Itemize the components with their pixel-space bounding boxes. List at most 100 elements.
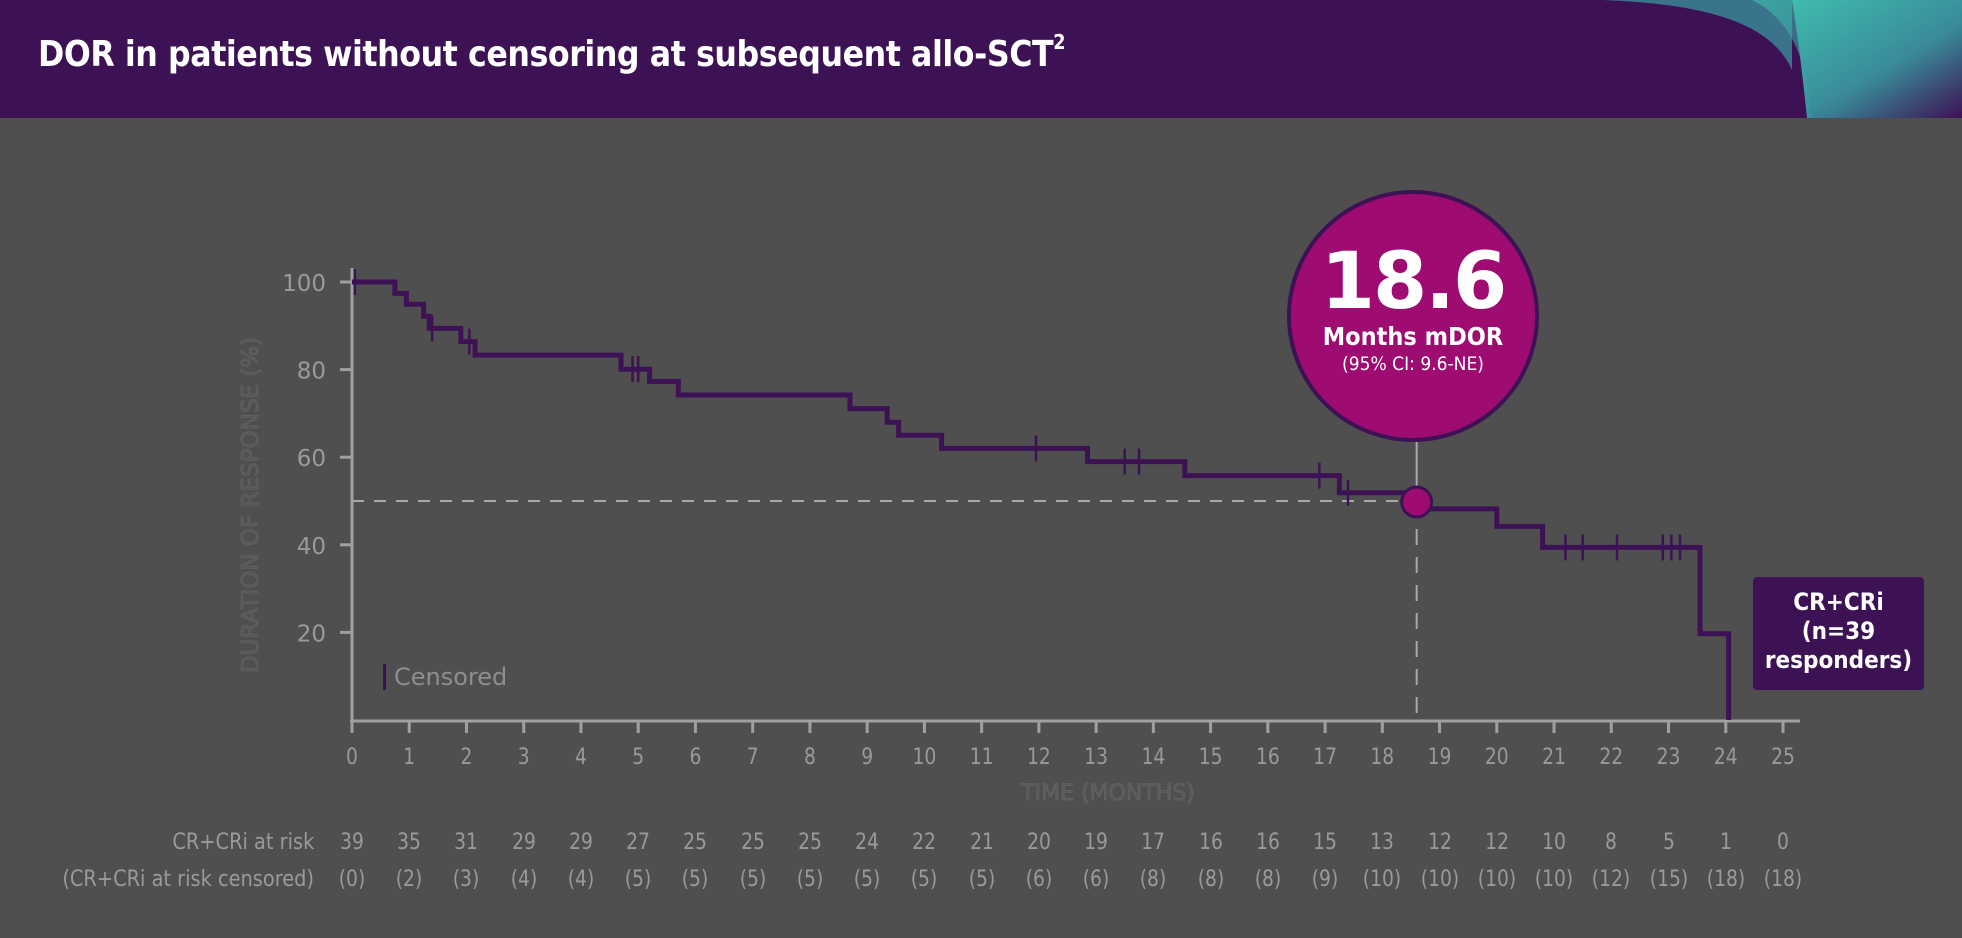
x-tick-label: 25 <box>1771 744 1795 770</box>
risk-row-label: CR+CRi at risk <box>172 830 314 855</box>
risk-cell: (5) <box>911 867 938 892</box>
title-text: DOR in patients without censoring at sub… <box>38 34 1054 75</box>
x-tick-label: 9 <box>861 744 873 770</box>
x-tick-label: 4 <box>575 744 587 770</box>
risk-cell: (12) <box>1592 867 1631 892</box>
x-tick-label: 15 <box>1199 744 1223 770</box>
censored-tick-icon <box>383 664 386 690</box>
risk-cell: (18) <box>1763 867 1803 892</box>
header-bar: DOR in patients without censoring at sub… <box>0 0 1962 118</box>
risk-cell: 0 <box>1777 830 1789 855</box>
y-tick-label: 20 <box>297 621 326 647</box>
x-tick-label: 8 <box>804 744 816 770</box>
x-tick-label: 14 <box>1141 744 1165 770</box>
x-tick-label: 2 <box>461 744 473 770</box>
risk-cell: 16 <box>1198 830 1223 855</box>
risk-cell: (0) <box>338 867 366 892</box>
y-tick-label: 100 <box>282 271 326 297</box>
median-ci: (95% CI: 9.6-NE) <box>1342 353 1484 375</box>
risk-cell: (15) <box>1649 867 1688 892</box>
legend-label: Censored <box>394 663 508 691</box>
x-tick-label: 24 <box>1714 744 1738 770</box>
median-marker-icon <box>1400 485 1434 519</box>
x-tick-label: 16 <box>1256 744 1280 770</box>
y-tick-label: 80 <box>297 359 326 385</box>
x-tick-label: 0 <box>346 744 358 770</box>
x-tick-label: 12 <box>1027 744 1051 770</box>
risk-cell: 20 <box>1026 830 1051 855</box>
risk-cell: 35 <box>397 830 422 855</box>
risk-cell: 25 <box>798 830 822 855</box>
risk-cell: 25 <box>683 830 708 855</box>
risk-cell: 25 <box>740 830 765 855</box>
group-n: (n=39 <box>1801 617 1876 645</box>
risk-cell: (10) <box>1534 867 1574 892</box>
risk-cell: (10) <box>1477 867 1516 892</box>
title-superscript: 2 <box>1053 30 1066 54</box>
y-axis-label: DURATION OF RESPONSE (%) <box>238 337 264 673</box>
risk-cell: (5) <box>739 867 766 892</box>
x-tick-label: 18 <box>1370 744 1394 770</box>
risk-cell: (5) <box>853 867 881 892</box>
x-tick-label: 1 <box>403 744 415 770</box>
risk-cell: (5) <box>968 867 995 892</box>
risk-cell: 13 <box>1370 830 1395 855</box>
risk-cell: 5 <box>1662 830 1675 855</box>
median-label: Months mDOR <box>1322 322 1504 351</box>
x-tick-label: 17 <box>1313 744 1337 770</box>
risk-cell: (18) <box>1706 867 1745 892</box>
risk-cell: 19 <box>1084 830 1109 855</box>
risk-cell: (5) <box>624 867 652 892</box>
risk-cell: (10) <box>1420 867 1459 892</box>
risk-cell: 12 <box>1484 830 1509 855</box>
x-tick-label: 13 <box>1084 744 1108 770</box>
risk-cell: 12 <box>1427 830 1452 855</box>
x-tick-label: 23 <box>1657 744 1681 770</box>
risk-row-label: (CR+CRi at risk censored) <box>62 867 314 892</box>
risk-cell: (10) <box>1363 867 1402 892</box>
x-tick-label: 7 <box>747 744 759 770</box>
x-tick-label: 11 <box>970 744 994 770</box>
risk-cell: (6) <box>1025 867 1053 892</box>
y-tick-label: 60 <box>297 446 326 472</box>
risk-cell: (4) <box>567 867 595 892</box>
km-curve <box>352 279 1732 720</box>
y-tick-label: 40 <box>297 534 326 560</box>
group-name: CR+CRi <box>1793 588 1884 616</box>
risk-cell: 21 <box>969 830 994 855</box>
risk-cell: 10 <box>1542 830 1566 855</box>
group-responders: responders) <box>1764 646 1913 674</box>
risk-cell: 22 <box>912 830 937 855</box>
risk-cell: 24 <box>855 830 880 855</box>
risk-cell: (8) <box>1140 867 1167 892</box>
risk-cell: (4) <box>510 867 537 892</box>
risk-cell: (9) <box>1311 867 1339 892</box>
risk-cell: 17 <box>1141 830 1166 855</box>
risk-cell: (8) <box>1254 867 1282 892</box>
x-tick-label: 21 <box>1542 744 1566 770</box>
risk-cell: 27 <box>626 830 651 855</box>
x-tick-label: 5 <box>632 744 644 770</box>
x-tick-label: 20 <box>1485 744 1509 770</box>
legend-censored: Censored <box>383 663 507 691</box>
group-label-box: CR+CRi (n=39 responders) <box>1753 577 1924 690</box>
risk-cell: 29 <box>511 830 536 855</box>
page-title: DOR in patients without censoring at sub… <box>38 30 1065 75</box>
risk-cell: (6) <box>1082 867 1110 892</box>
x-tick-label: 3 <box>518 744 530 770</box>
decorative-swoosh-icon <box>1602 0 1962 118</box>
x-tick-label: 19 <box>1428 744 1452 770</box>
risk-cell: 8 <box>1605 830 1618 855</box>
risk-cell: 15 <box>1313 830 1337 855</box>
risk-cell: 29 <box>569 830 593 855</box>
risk-cell: 16 <box>1255 830 1280 855</box>
risk-cell: (3) <box>453 867 480 892</box>
x-axis-label: TIME (MONTHS) <box>1020 781 1195 806</box>
risk-cell: (8) <box>1197 867 1224 892</box>
risk-cell: 31 <box>454 830 479 855</box>
median-value: 18.6 <box>1320 237 1507 327</box>
median-callout: 18.6 Months mDOR (95% CI: 9.6-NE) <box>1287 190 1539 442</box>
risk-cell: 1 <box>1719 830 1732 855</box>
risk-cell: (2) <box>395 867 423 892</box>
x-tick-label: 10 <box>913 744 937 770</box>
